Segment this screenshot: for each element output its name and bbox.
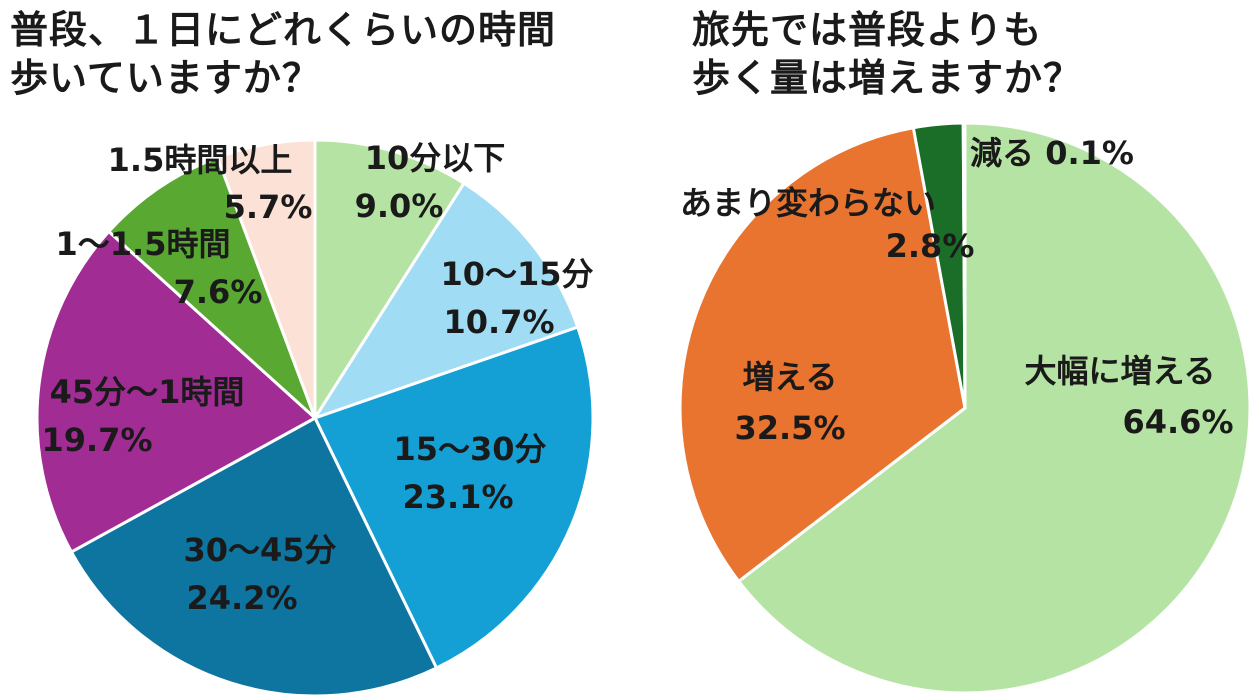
slice-label-travel-walking-1: 大幅に増える <box>1024 352 1215 390</box>
slice-label-walking-time-4: 30〜45分 <box>183 531 336 569</box>
pie-slice-walking-time-1 <box>313 138 466 420</box>
chart-title-walking-time: 普段、１日にどれくらいの時間 歩いていますか？ <box>10 8 557 100</box>
slice-label-travel-walking-2: 増える <box>742 358 837 396</box>
slice-label-walking-time-5: 45分〜1時間 <box>50 373 245 411</box>
slice-value-walking-time-4: 24.2% <box>186 579 297 617</box>
slice-label-walking-time-7: 1.5時間以上 <box>108 141 293 179</box>
pie-slice-travel-walking-2 <box>678 126 967 583</box>
slice-label-travel-walking-4: 減る 0.1% <box>970 134 1134 172</box>
slice-value-walking-time-2: 10.7% <box>443 303 554 341</box>
pie-slice-walking-time-2 <box>313 181 580 420</box>
pie-slice-travel-walking-4 <box>961 121 967 410</box>
pie-chart-walking-time: 10分以下 9.0% 10〜15分 10.7% 15〜30分 23.1% 30〜45分 24.… <box>35 138 595 698</box>
slice-value-walking-time-7: 5.7% <box>224 188 313 226</box>
pie-slice-walking-time-5 <box>35 230 317 554</box>
pie-slice-travel-walking-1 <box>737 121 1252 695</box>
slice-label-walking-time-6: 1〜1.5時間 <box>56 225 231 263</box>
pie-chart-travel-walking: 大幅に増える 64.6% 増える 32.5% あまり変わらない 2.8% 減る 0.1% <box>678 121 1252 695</box>
slice-label-walking-time-2: 10〜15分 <box>440 255 593 293</box>
chart-title-travel-walking: 旅先では普段よりも 歩く量は増えますか？ <box>692 8 1083 100</box>
pie-slice-walking-time-7 <box>216 138 317 420</box>
slice-value-walking-time-6: 7.6% <box>174 273 263 311</box>
slice-value-travel-walking-2: 32.5% <box>734 409 845 447</box>
slice-label-walking-time-3: 15〜30分 <box>393 430 546 468</box>
pie-slice-walking-time-3 <box>313 325 595 670</box>
slice-value-walking-time-3: 23.1% <box>402 478 513 516</box>
slice-value-walking-time-5: 19.7% <box>41 421 152 459</box>
slice-value-walking-time-1: 9.0% <box>355 187 444 225</box>
slice-value-travel-walking-1: 64.6% <box>1122 403 1233 441</box>
slice-label-travel-walking-3: あまり変わらない <box>680 184 936 222</box>
slice-label-walking-time-1: 10分以下 <box>365 139 506 177</box>
pie-slice-walking-time-6 <box>107 156 317 420</box>
pie-slice-walking-time-4 <box>69 416 439 698</box>
slice-value-travel-walking-3: 2.8% <box>886 227 975 265</box>
